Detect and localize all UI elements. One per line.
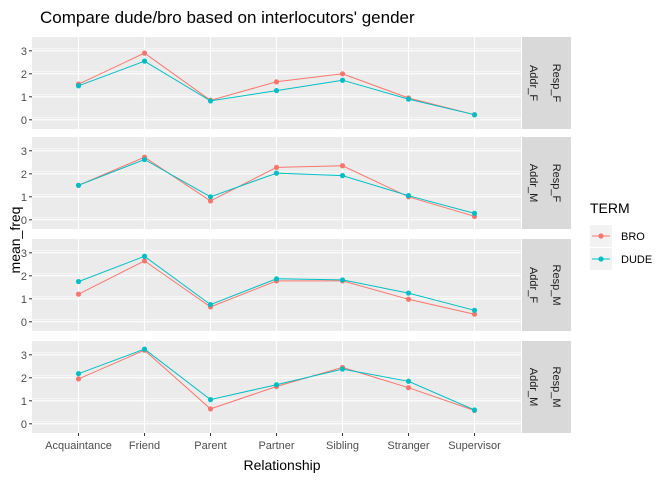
data-point-dude bbox=[471, 407, 478, 413]
legend-entry-bro: BRO bbox=[590, 225, 645, 247]
y-tick-label: 3 bbox=[21, 46, 27, 58]
y-tick-label: 2 bbox=[21, 169, 27, 181]
strip-label-outer: Resp_F bbox=[550, 64, 562, 103]
data-point-dude bbox=[141, 58, 148, 64]
x-tick-label: Parent bbox=[194, 440, 226, 452]
strip-label-outer: Resp_M bbox=[550, 367, 562, 408]
y-tick-label: 3 bbox=[21, 248, 27, 260]
y-tick-label: 3 bbox=[21, 350, 27, 362]
strip-label-inner: Addr_F bbox=[527, 267, 539, 303]
panel-2: 0 1 2 3 Resp_F Addr_M bbox=[21, 137, 571, 229]
data-point-dude bbox=[207, 397, 214, 403]
data-point-dude bbox=[75, 371, 82, 377]
data-point-bro bbox=[339, 71, 346, 77]
data-point-dude bbox=[273, 276, 280, 282]
panel-1: 0 1 2 3 Resp_F Addr_F bbox=[21, 37, 571, 129]
data-point-dude bbox=[273, 87, 280, 94]
panels: 0 1 2 3 Resp_F Addr_F 0 1 2 3 Resp_F Addr_M 0 1 2 3 Resp… bbox=[21, 37, 571, 452]
data-point-dude bbox=[405, 96, 412, 102]
x-tick-label: Acquaintance bbox=[45, 440, 112, 452]
y-tick-label: 3 bbox=[21, 146, 27, 158]
y-tick-label: 0 bbox=[21, 215, 27, 227]
panel-4: 0 1 2 3 Resp_M Addr_M bbox=[21, 341, 571, 433]
data-point-dude bbox=[141, 346, 148, 352]
data-point-dude bbox=[339, 77, 346, 83]
x-tick-label: Stranger bbox=[387, 440, 430, 452]
data-point-bro bbox=[75, 376, 82, 382]
legend-key-point bbox=[598, 233, 604, 239]
data-point-dude bbox=[339, 366, 346, 372]
y-tick-label: 0 bbox=[21, 317, 27, 329]
data-point-bro bbox=[339, 163, 346, 169]
data-point-bro bbox=[141, 50, 148, 56]
facet-strip bbox=[522, 239, 571, 331]
data-point-dude bbox=[273, 170, 280, 176]
panel-3: 0 1 2 3 Resp_M Addr_F bbox=[21, 239, 571, 331]
data-point-dude bbox=[141, 253, 148, 259]
strip-label-inner: Addr_M bbox=[527, 368, 539, 407]
data-point-bro bbox=[273, 164, 280, 170]
data-point-bro bbox=[471, 311, 478, 317]
data-point-dude bbox=[471, 307, 478, 313]
legend-key-point bbox=[598, 256, 604, 262]
y-tick-label: 0 bbox=[21, 419, 27, 431]
x-tick-label: Friend bbox=[129, 440, 160, 452]
y-tick-label: 1 bbox=[21, 396, 27, 408]
y-tick-label: 2 bbox=[21, 373, 27, 385]
strip-label-inner: Addr_M bbox=[527, 164, 539, 203]
legend: TERM BRO DUDE bbox=[590, 200, 652, 270]
data-point-dude bbox=[75, 278, 82, 285]
y-tick-label: 1 bbox=[21, 192, 27, 204]
data-point-bro bbox=[405, 296, 412, 302]
y-tick-label: 2 bbox=[21, 271, 27, 283]
y-tick-label: 2 bbox=[21, 69, 27, 81]
data-point-bro bbox=[75, 291, 82, 297]
strip-label-inner: Addr_F bbox=[527, 65, 539, 101]
x-axis: Acquaintance Friend Parent Partner Sibling St… bbox=[45, 433, 501, 452]
legend-label: DUDE bbox=[621, 254, 652, 266]
data-point-dude bbox=[207, 194, 214, 200]
data-point-dude bbox=[207, 301, 214, 308]
data-point-bro bbox=[273, 79, 280, 85]
x-tick-label: Supervisor bbox=[448, 440, 501, 452]
data-point-dude bbox=[471, 210, 478, 216]
x-tick-label: Partner bbox=[258, 440, 294, 452]
data-point-dude bbox=[75, 83, 82, 89]
data-point-bro bbox=[141, 258, 148, 264]
y-tick-label: 0 bbox=[21, 115, 27, 127]
data-point-dude bbox=[405, 378, 412, 384]
y-tick-label: 1 bbox=[21, 294, 27, 306]
legend-title: TERM bbox=[590, 200, 630, 216]
data-point-dude bbox=[405, 193, 412, 199]
facet-strip bbox=[522, 341, 571, 433]
data-point-dude bbox=[471, 112, 478, 118]
legend-entry-dude: DUDE bbox=[590, 248, 652, 270]
data-point-dude bbox=[141, 156, 148, 163]
strip-label-outer: Resp_F bbox=[550, 164, 562, 203]
y-axis-title: mean_freq bbox=[7, 207, 23, 274]
data-point-dude bbox=[75, 182, 82, 188]
legend-label: BRO bbox=[621, 231, 645, 243]
y-tick-label: 1 bbox=[21, 92, 27, 104]
data-point-dude bbox=[339, 173, 346, 179]
chart-title: Compare dude/bro based on interlocutors'… bbox=[40, 8, 415, 27]
data-point-bro bbox=[207, 198, 214, 204]
strip-label-outer: Resp_M bbox=[550, 265, 562, 306]
facet-strip bbox=[522, 37, 571, 129]
data-point-dude bbox=[339, 277, 346, 283]
data-point-dude bbox=[273, 382, 280, 388]
facet-strip bbox=[522, 137, 571, 229]
data-point-bro bbox=[405, 385, 412, 391]
x-axis-title: Relationship bbox=[243, 457, 320, 473]
data-point-dude bbox=[405, 290, 412, 296]
data-point-bro bbox=[207, 406, 214, 412]
x-tick-label: Sibling bbox=[326, 440, 359, 452]
data-point-dude bbox=[207, 98, 214, 104]
